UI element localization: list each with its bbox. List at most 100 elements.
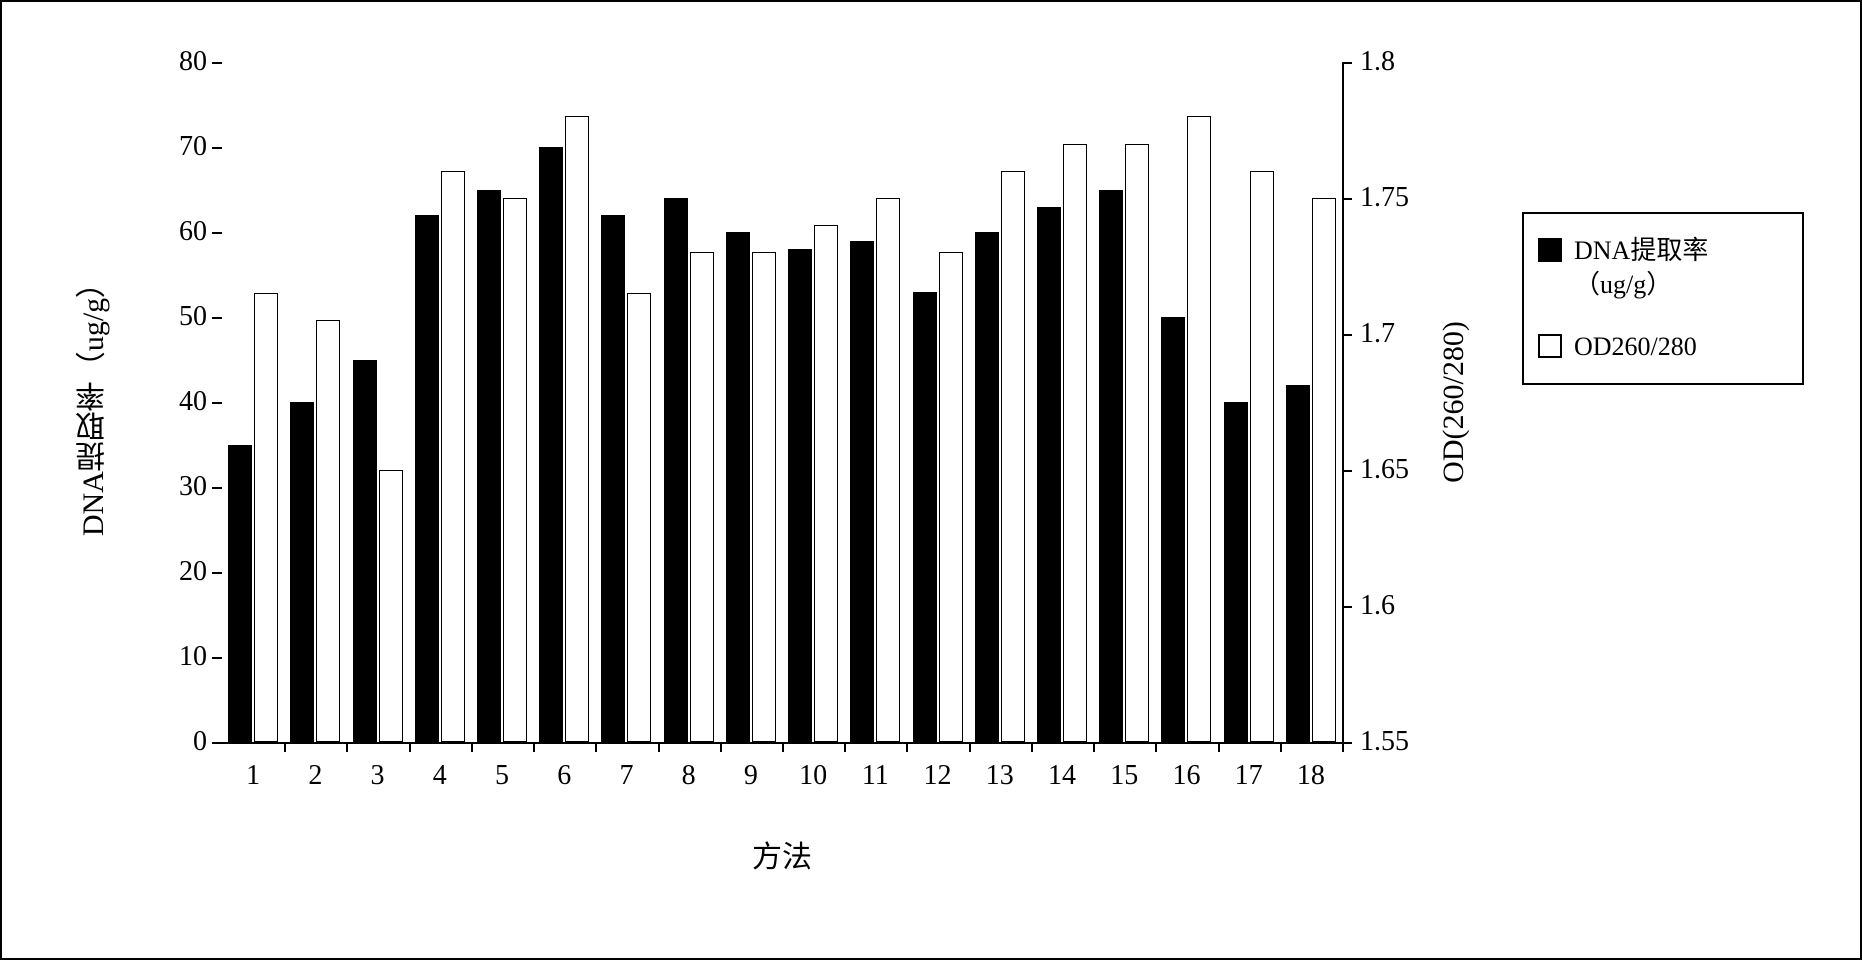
- y-axis-right-line: [1342, 62, 1344, 742]
- x-tick-mark: [658, 742, 660, 752]
- x-tick-mark: [346, 742, 348, 752]
- x-tick-mark: [595, 742, 597, 752]
- y-axis-left-label: DNA提取率（ug/g）: [72, 268, 116, 536]
- bar-dna-rate: [1161, 317, 1185, 742]
- x-tick-mark: [471, 742, 473, 752]
- bar-od-ratio: [441, 171, 465, 742]
- bar-od-ratio: [939, 252, 963, 742]
- x-tick-label: 11: [845, 760, 905, 792]
- bar-dna-rate: [477, 190, 501, 743]
- x-tick-label: 5: [472, 760, 532, 792]
- bar-dna-rate: [726, 232, 750, 742]
- x-tick-mark: [782, 742, 784, 752]
- y-right-tick-label: 1.8: [1360, 46, 1430, 78]
- bar-dna-rate: [601, 215, 625, 742]
- bar-dna-rate: [1099, 190, 1123, 743]
- x-tick-mark: [409, 742, 411, 752]
- y-right-tick-mark: [1342, 334, 1352, 336]
- x-tick-mark: [906, 742, 908, 752]
- bar-dna-rate: [353, 360, 377, 743]
- bar-dna-rate: [788, 249, 812, 742]
- y-left-tick-mark: [212, 402, 222, 404]
- legend-label-text: DNA提取率: [1574, 236, 1708, 265]
- bar-dna-rate: [228, 445, 252, 743]
- x-tick-mark: [1218, 742, 1220, 752]
- y-right-tick-mark: [1342, 62, 1352, 64]
- x-tick-label: 9: [721, 760, 781, 792]
- bar-od-ratio: [1187, 116, 1211, 742]
- x-tick-label: 2: [285, 760, 345, 792]
- x-tick-label: 14: [1032, 760, 1092, 792]
- x-tick-label: 7: [596, 760, 656, 792]
- x-tick-mark: [1342, 742, 1344, 752]
- bar-od-ratio: [316, 320, 340, 742]
- y-left-tick-label: 50: [147, 301, 207, 333]
- x-tick-label: 18: [1281, 760, 1341, 792]
- x-axis-label: 方法: [752, 832, 812, 876]
- y-right-tick-mark: [1342, 606, 1352, 608]
- x-tick-mark: [533, 742, 535, 752]
- x-tick-mark: [969, 742, 971, 752]
- x-tick-label: 15: [1094, 760, 1154, 792]
- y-left-tick-label: 80: [147, 46, 207, 78]
- y-left-tick-label: 40: [147, 386, 207, 418]
- plot-area: [222, 62, 1342, 744]
- bar-dna-rate: [1037, 207, 1061, 743]
- bar-od-ratio: [690, 252, 714, 742]
- y-left-tick-label: 10: [147, 641, 207, 673]
- bar-dna-rate: [290, 402, 314, 742]
- bar-od-ratio: [565, 116, 589, 742]
- y-right-tick-label: 1.7: [1360, 318, 1430, 350]
- bar-od-ratio: [503, 198, 527, 742]
- y-right-tick-label: 1.6: [1360, 590, 1430, 622]
- y-left-tick-mark: [212, 317, 222, 319]
- legend-label: DNA提取率 （ug/g）: [1574, 234, 1708, 302]
- y-axis-right-label: OD(260/280): [1437, 321, 1471, 483]
- y-left-tick-mark: [212, 62, 222, 64]
- bar-od-ratio: [379, 470, 403, 742]
- x-tick-label: 8: [659, 760, 719, 792]
- bar-dna-rate: [975, 232, 999, 742]
- bar-od-ratio: [814, 225, 838, 742]
- x-tick-label: 13: [970, 760, 1030, 792]
- bar-od-ratio: [254, 293, 278, 742]
- legend-swatch-hollow-icon: [1538, 334, 1562, 358]
- x-tick-label: 16: [1156, 760, 1216, 792]
- y-left-tick-mark: [212, 232, 222, 234]
- bar-dna-rate: [539, 147, 563, 742]
- bar-od-ratio: [752, 252, 776, 742]
- y-right-tick-label: 1.65: [1360, 454, 1430, 486]
- legend-swatch-filled-icon: [1538, 238, 1562, 262]
- x-tick-label: 4: [410, 760, 470, 792]
- y-left-tick-mark: [212, 657, 222, 659]
- x-tick-mark: [1093, 742, 1095, 752]
- y-right-tick-mark: [1342, 470, 1352, 472]
- chart-area: DNA提取率（ug/g） OD(260/280) 方法 DNA提取率 （ug/g…: [62, 42, 1802, 922]
- x-tick-mark: [720, 742, 722, 752]
- y-left-tick-label: 20: [147, 556, 207, 588]
- bar-dna-rate: [1286, 385, 1310, 742]
- x-tick-mark: [284, 742, 286, 752]
- y-left-tick-mark: [212, 487, 222, 489]
- bar-dna-rate: [1224, 402, 1248, 742]
- bar-od-ratio: [1063, 144, 1087, 742]
- x-tick-mark: [1155, 742, 1157, 752]
- y-left-tick-label: 0: [147, 726, 207, 758]
- bar-od-ratio: [627, 293, 651, 742]
- legend-label-text: （ug/g）: [1574, 270, 1672, 299]
- chart-frame: DNA提取率（ug/g） OD(260/280) 方法 DNA提取率 （ug/g…: [0, 0, 1862, 960]
- x-tick-label: 12: [908, 760, 968, 792]
- x-tick-label: 1: [223, 760, 283, 792]
- bar-dna-rate: [415, 215, 439, 742]
- bar-od-ratio: [1312, 198, 1336, 742]
- y-left-tick-mark: [212, 572, 222, 574]
- x-tick-mark: [1031, 742, 1033, 752]
- y-left-tick-mark: [212, 742, 222, 744]
- y-left-tick-label: 30: [147, 471, 207, 503]
- legend-label-text: OD260/280: [1574, 332, 1697, 361]
- bar-od-ratio: [876, 198, 900, 742]
- bar-dna-rate: [664, 198, 688, 742]
- bar-od-ratio: [1001, 171, 1025, 742]
- legend-item-dna: DNA提取率 （ug/g）: [1538, 234, 1788, 302]
- y-left-tick-mark: [212, 147, 222, 149]
